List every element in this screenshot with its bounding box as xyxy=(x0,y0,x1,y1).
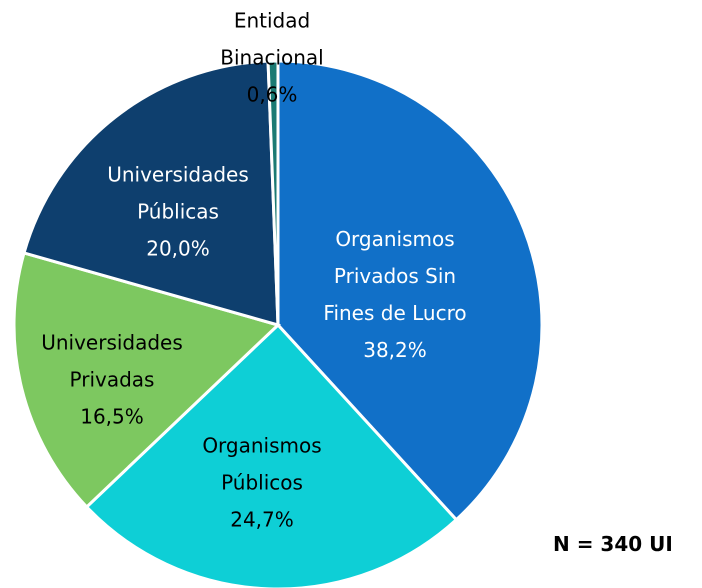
slice-label: Entidad Binacional 0,6% xyxy=(197,3,347,114)
value-label: 38,2% xyxy=(363,338,427,362)
pie-slice xyxy=(84,322,459,588)
category-label: Universidades Privadas xyxy=(41,330,183,392)
note: N = 340 UI xyxy=(553,532,673,556)
pie-slice xyxy=(12,251,281,510)
category-label: Organismos Privados Sin Fines de Lucro xyxy=(323,227,467,325)
category-label: Organismos Públicos xyxy=(202,433,322,495)
pie-slice xyxy=(276,59,544,522)
pie-slice xyxy=(22,59,280,328)
category-label: Universidades Públicas xyxy=(107,162,249,224)
slice-label: Universidades Públicas 20,0% xyxy=(86,157,271,268)
value-label: 24,7% xyxy=(230,507,294,532)
slice-label: Organismos Públicos 24,7% xyxy=(182,428,342,539)
value-label: 20,0% xyxy=(146,236,210,261)
pie-slice xyxy=(266,59,280,326)
slice-label: Organismos Privados Sin Fines de Lucro 38… xyxy=(310,221,480,369)
category-label: Entidad Binacional xyxy=(220,8,324,70)
slice-label: Universidades Privadas 16,5% xyxy=(17,325,207,436)
value-label: 0,6% xyxy=(246,82,298,107)
value-label: 16,5% xyxy=(80,404,144,429)
